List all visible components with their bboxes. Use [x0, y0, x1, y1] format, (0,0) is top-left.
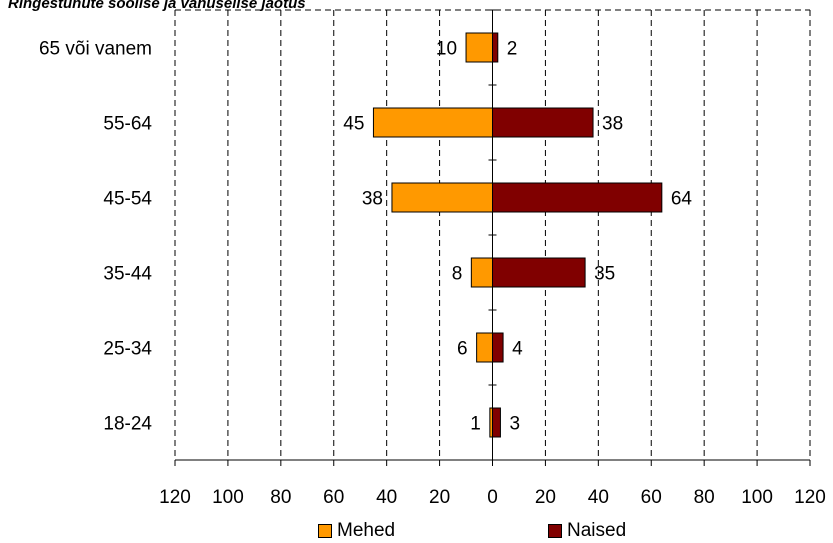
legend-swatch-mehed: [318, 524, 332, 538]
bar-mehed: [470, 257, 494, 288]
x-tick-label: 60: [641, 487, 662, 508]
data-label-naised: 2: [507, 39, 518, 60]
category-label: 18-24: [103, 414, 152, 435]
category-label: 45-54: [103, 189, 152, 210]
axes: 120 100 80 60 40 20 0 20 40 60 80 100 120 65 või vane…: [39, 9, 826, 508]
category-label: 35-44: [103, 264, 152, 285]
x-tick-label: 20: [535, 487, 556, 508]
category-label: 25-34: [103, 339, 152, 360]
data-label-mehed: 10: [436, 39, 457, 60]
bar-naised: [492, 32, 499, 63]
data-label-naised: 35: [594, 264, 615, 285]
bar-naised: [492, 407, 501, 438]
x-tick-label: 80: [694, 487, 715, 508]
data-label-naised: 38: [602, 114, 623, 135]
bar-naised: [492, 332, 504, 363]
data-label-naised: 64: [671, 189, 693, 210]
data-label-mehed: 38: [362, 189, 383, 210]
legend: Mehed Naised: [0, 520, 833, 542]
x-tick-label: 80: [270, 487, 291, 508]
data-label-mehed: 6: [457, 339, 468, 360]
x-tick-label: 40: [376, 487, 397, 508]
bars: [372, 32, 663, 438]
x-tick-label: 100: [212, 487, 244, 508]
data-label-mehed: 1: [470, 414, 481, 435]
x-tick-label: 0: [487, 487, 498, 508]
chart-title: Ringestunute soolise ja vanuselise jaotu…: [8, 0, 306, 12]
bar-mehed: [391, 182, 494, 213]
data-label-mehed: 8: [452, 264, 463, 285]
category-label: 65 või vanem: [39, 39, 152, 60]
data-label-naised: 4: [512, 339, 523, 360]
x-tick-label: 100: [741, 487, 773, 508]
legend-item-naised: Naised: [548, 520, 626, 542]
bar-naised: [492, 107, 594, 138]
x-tick-label: 60: [323, 487, 344, 508]
legend-label-mehed: Mehed: [337, 520, 396, 541]
bar-mehed: [476, 332, 493, 363]
grid-lines: [174, 9, 811, 460]
legend-swatch-naised: [548, 524, 562, 538]
x-tick-label: 120: [159, 487, 191, 508]
category-label: 55-64: [103, 114, 152, 135]
bar-naised: [492, 182, 663, 213]
legend-label-naised: Naised: [567, 520, 627, 541]
data-label-mehed: 45: [343, 114, 364, 135]
x-tick-label: 40: [588, 487, 609, 508]
x-tick-label: 120: [794, 487, 826, 508]
bar-naised: [492, 257, 586, 288]
x-tick-label: 20: [429, 487, 450, 508]
data-label-naised: 3: [509, 414, 520, 435]
bar-mehed: [372, 107, 493, 138]
bar-mehed: [465, 32, 493, 63]
legend-item-mehed: Mehed: [318, 520, 395, 542]
